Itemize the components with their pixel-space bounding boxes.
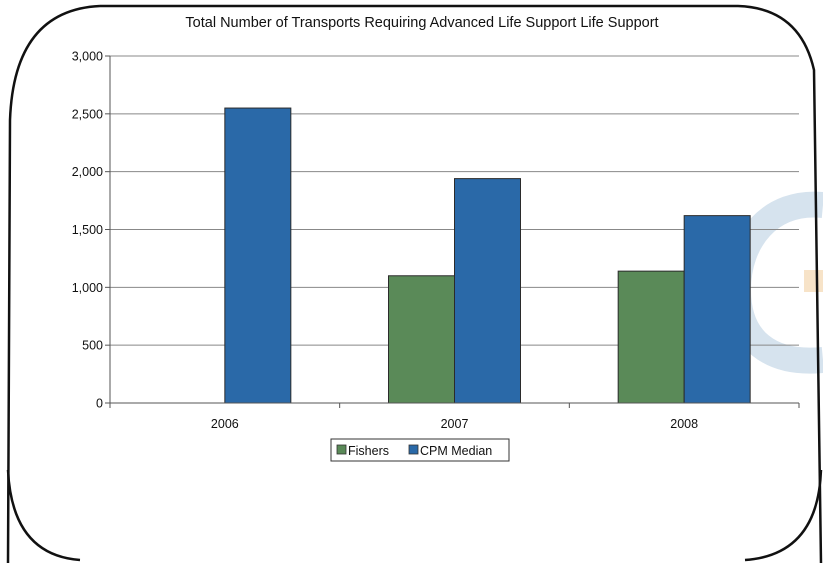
y-tick-label: 0 [96,397,103,411]
y-tick-label: 500 [82,339,103,353]
watermark-logo [724,191,823,374]
y-tick-label: 2,500 [72,107,103,121]
legend-box [330,438,510,462]
axes [109,56,799,404]
y-tick-label: 1,500 [72,223,103,237]
legend-swatch-cpm-median [408,444,419,455]
x-axis-ticks: 2006 2007 2008 [109,403,800,431]
bar-cpm-median-2007 [454,178,521,404]
bar-fishers-2007 [388,275,455,404]
chart-title: Total Number of Transports Requiring Adv… [185,15,658,31]
y-axis-ticks: 0 500 1,000 1,500 2,000 2,500 3,000 [72,50,110,411]
legend: Fishers CPM Median [330,438,510,462]
y-tick-label: 2,000 [72,165,103,179]
bar-fishers-2008 [617,270,685,404]
legend-swatch-fishers [336,444,347,455]
x-tick-label: 2006 [211,417,239,431]
legend-label-fishers: Fishers [348,444,389,458]
bars [224,107,751,404]
x-tick-label: 2007 [441,417,469,431]
legend-label-cpm-median: CPM Median [420,444,492,458]
y-tick-label: 1,000 [72,281,103,295]
bar-cpm-median-2008 [683,215,751,404]
x-tick-label: 2008 [670,417,698,431]
bar-cpm-median-2006 [224,107,292,404]
y-tick-label: 3,000 [72,50,103,64]
chart-frame [6,4,823,563]
